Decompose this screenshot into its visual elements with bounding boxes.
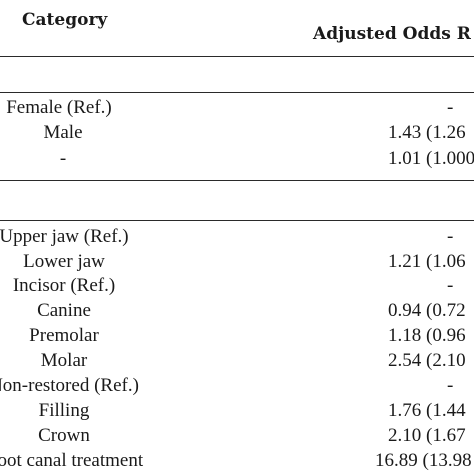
row-value: - [447,375,454,396]
table-row: Canine 0.94 (0.72 [0,298,474,323]
table-row: Lower jaw 1.21 (1.06 [0,249,474,274]
row-category: Female (Ref.) [6,97,112,118]
category-column-header: Category [22,10,108,30]
section-rule-sex [0,92,474,93]
adjusted-odds-ratio-column-header: Adjusted Odds R [313,24,471,44]
row-category: Filling [38,400,90,421]
row-value: 1.18 (0.96 [388,325,466,346]
table-row: Upper jaw (Ref.) - [0,224,474,249]
row-category: Lower jaw [23,251,105,272]
row-category: Molar [40,350,88,371]
table-row: Premolar 1.18 (0.96 [0,323,474,348]
table-row: Molar 2.54 (2.10 [0,348,474,373]
row-value: 2.10 (1.67 [388,425,466,446]
row-category: Incisor (Ref.) [12,275,116,296]
table-row: Filling 1.76 (1.44 [0,398,474,423]
row-value: - [447,226,454,247]
row-value: 1.01 (1.000 [388,148,474,169]
section-rule-tooth [0,220,474,221]
row-value: 2.54 (2.10 [388,350,466,371]
row-category: Root canal treatment [0,450,144,471]
row-value: 1.43 (1.26 [388,122,466,143]
row-value: 0.94 (0.72 [388,300,466,321]
row-category: Crown [38,425,90,446]
row-category: Non-restored (Ref.) [0,375,139,396]
row-category: Canine [37,300,91,321]
table-row: Crown 2.10 (1.67 [0,423,474,448]
section-rule-top [0,180,474,181]
table-row: Male 1.43 (1.26 [0,120,474,145]
row-category: Male [43,122,83,143]
header-rule [0,56,474,57]
table-row: Incisor (Ref.) - [0,273,474,298]
row-value: - [447,97,454,118]
row-category: - [59,148,67,169]
row-value: 1.76 (1.44 [388,400,466,421]
row-category: Upper jaw (Ref.) [0,226,129,247]
row-value: 1.21 (1.06 [388,251,466,272]
table-row: Root canal treatment 16.89 (13.98 [0,448,474,473]
table-row: - 1.01 (1.000 [0,146,474,171]
table-row: Non-restored (Ref.) - [0,373,474,398]
table-row: Female (Ref.) - [0,95,474,120]
row-category: Premolar [29,325,99,346]
row-value: - [447,275,454,296]
row-value: 16.89 (13.98 [375,450,472,471]
